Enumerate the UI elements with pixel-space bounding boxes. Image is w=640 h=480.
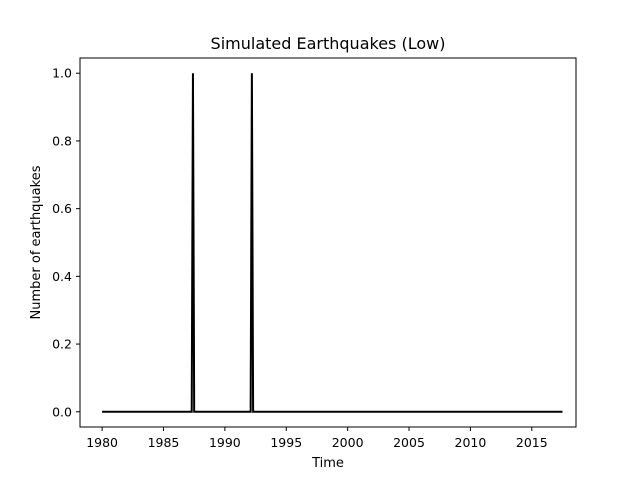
x-tick-label: 1990: [209, 435, 241, 450]
x-tick-label: 2015: [516, 435, 548, 450]
y-tick-label: 0.8: [52, 133, 72, 148]
ticks-layer: 1980 1985 1990 1995 2000 2005 2010 2015 0.0 0.2 0.…: [52, 66, 548, 450]
x-tick-label: 2010: [455, 435, 487, 450]
y-tick-label: 0.6: [52, 201, 72, 216]
x-tick-label: 2000: [332, 435, 364, 450]
y-axis-label: Number of earthquakes: [29, 165, 44, 319]
y-tick-label: 0.2: [52, 337, 72, 352]
plot-frame: [79, 57, 577, 428]
x-tick-label: 1985: [148, 435, 180, 450]
series-line: [102, 73, 563, 413]
y-tick-label: 0.0: [52, 404, 72, 419]
y-tick-label: 1.0: [52, 66, 72, 81]
x-tick-label: 1980: [86, 435, 118, 450]
x-tick-label: 1995: [270, 435, 302, 450]
x-tick-label: 2005: [393, 435, 425, 450]
y-tick-label: 0.4: [52, 269, 72, 284]
series-layer: [102, 73, 563, 413]
x-axis-label: Time: [311, 456, 344, 471]
chart-title: Simulated Earthquakes (Low): [211, 34, 446, 53]
